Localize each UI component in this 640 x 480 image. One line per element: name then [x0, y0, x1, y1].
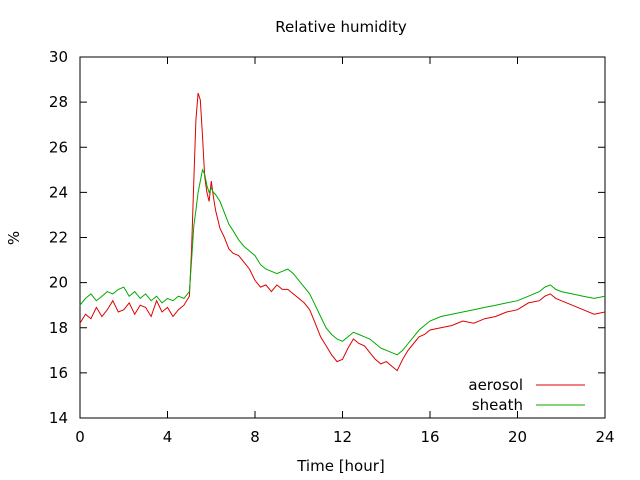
x-tick-label: 8 — [250, 428, 260, 446]
legend-label-sheath: sheath — [472, 396, 523, 414]
x-axis-label: Time [hour] — [296, 457, 385, 475]
plot-frame — [79, 56, 606, 419]
y-tick-label: 18 — [49, 319, 68, 337]
x-tick-label: 20 — [508, 428, 527, 446]
x-tick-label: 4 — [163, 428, 173, 446]
y-tick-label: 16 — [49, 364, 68, 382]
x-tick-label: 0 — [75, 428, 85, 446]
y-tick-label: 20 — [49, 274, 68, 292]
y-tick-label: 28 — [49, 93, 68, 111]
x-tick-label: 16 — [420, 428, 439, 446]
y-tick-label: 22 — [49, 229, 68, 247]
series-line-aerosol — [79, 92, 606, 372]
y-tick-label: 14 — [49, 409, 68, 427]
plot-area: 0 4 8 12 16 20 24 14 16 18 20 22 24 26 28 30 aerosol shea… — [49, 48, 615, 446]
y-tick-label: 30 — [49, 48, 68, 66]
y-axis-label: % — [5, 231, 23, 245]
y-tick-label: 24 — [49, 183, 68, 201]
x-tick-label: 24 — [595, 428, 614, 446]
x-tick-label: 12 — [333, 428, 352, 446]
legend-label-aerosol: aerosol — [468, 376, 523, 394]
series-line-sheath — [79, 168, 606, 356]
chart-title: Relative humidity — [275, 18, 407, 36]
y-tick-label: 26 — [49, 138, 68, 156]
